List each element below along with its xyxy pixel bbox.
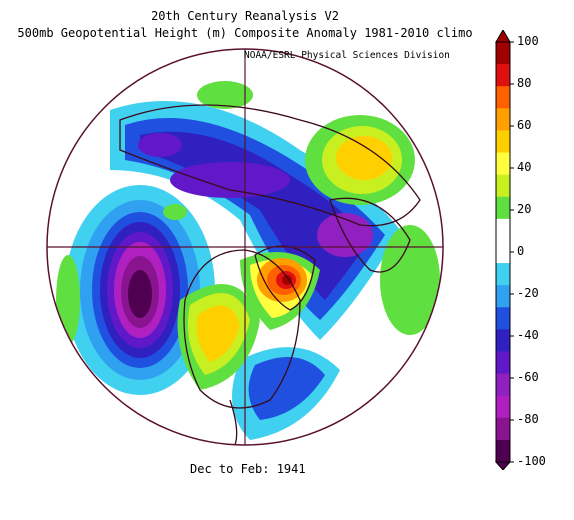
colorbar-tick-label: 80 <box>517 76 532 90</box>
coastlines <box>119 104 421 445</box>
colorbar-bottom-arrow <box>494 461 512 470</box>
colorbar-segment <box>496 329 510 352</box>
title-line-1: 20th Century Reanalysis V2 <box>151 9 339 23</box>
colorbar-segment <box>496 86 510 109</box>
colorbar-tick-label: -100 <box>517 454 546 468</box>
minor-positive-patches <box>56 81 440 345</box>
colorbar-segment <box>496 64 510 87</box>
colorbar <box>494 30 514 470</box>
colorbar-segment <box>496 108 510 131</box>
colorbar-segment <box>496 174 510 198</box>
pacific-low-anomaly <box>65 185 215 395</box>
colorbar-segment <box>496 439 510 463</box>
europe-high-anomaly <box>305 115 415 205</box>
colorbar-segment <box>496 395 510 419</box>
colorbar-tick-label: 60 <box>517 118 532 132</box>
colorbar-segment <box>496 285 510 308</box>
credit-label: NOAA/ESRL Physical Sciences Division <box>244 50 450 61</box>
colorbar-segment <box>496 351 510 375</box>
colorbar-tick-label: 100 <box>517 34 539 48</box>
colorbar-tick-label: -60 <box>517 370 539 384</box>
colorbar-segment <box>496 240 510 264</box>
colorbar-segment <box>496 417 510 441</box>
colorbar-tick-label: -40 <box>517 328 539 342</box>
colorbar-top-arrow <box>495 30 511 43</box>
title-line-2: 500mb Geopotential Height (m) Composite … <box>17 26 473 40</box>
map-boundary <box>46 48 444 446</box>
colorbar-tick-label: 20 <box>517 202 532 216</box>
colorbar-segment <box>496 196 510 220</box>
colorbar-segment <box>496 130 510 154</box>
atlantic-low-anomaly <box>232 347 340 440</box>
colorbar-tick-label: 40 <box>517 160 532 174</box>
period-label: Dec to Feb: 1941 <box>190 462 306 476</box>
colorbar-tick-label: 0 <box>517 244 525 258</box>
colorbar-segment <box>496 42 510 65</box>
colorbar-segment <box>496 218 510 242</box>
colorbar-segment <box>496 307 510 330</box>
colorbar-tick-label: -20 <box>517 286 539 300</box>
colorbar-segment <box>496 152 510 176</box>
colorbar-segment <box>496 373 510 397</box>
colorbar-tick-label: -80 <box>517 412 539 426</box>
colorbar-segment <box>496 263 510 286</box>
